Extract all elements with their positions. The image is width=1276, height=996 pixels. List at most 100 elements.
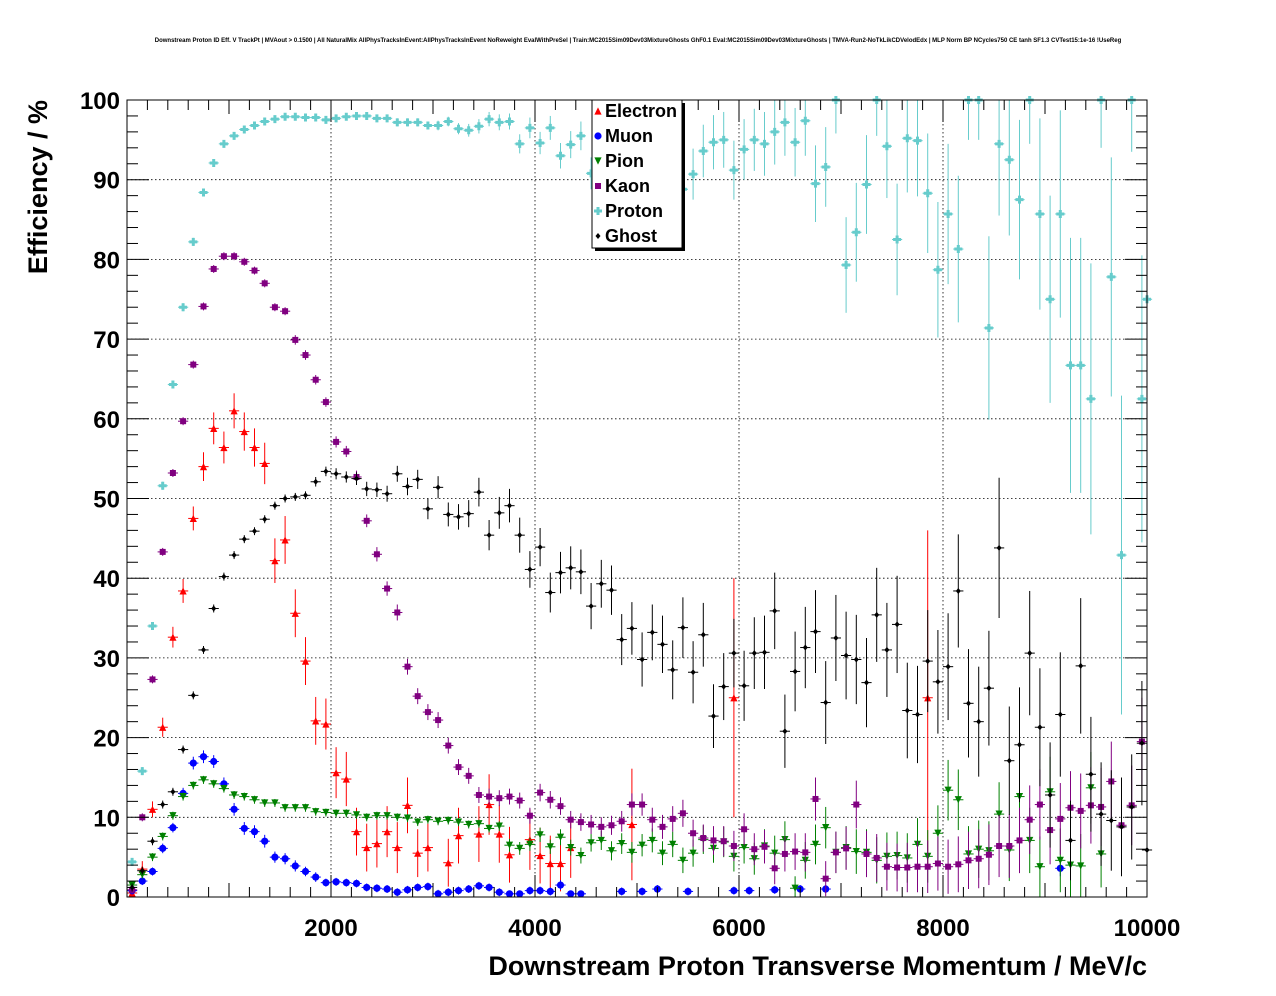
data-point (894, 864, 901, 871)
data-point (832, 849, 839, 856)
data-point (680, 624, 686, 631)
data-point (684, 887, 692, 896)
data-point (423, 121, 432, 130)
data-point (772, 607, 778, 614)
data-point (862, 180, 871, 189)
data-point (495, 830, 503, 838)
data-point (1056, 856, 1064, 864)
data-point (282, 495, 288, 502)
data-point (189, 759, 197, 767)
data-point (730, 842, 737, 849)
data-point (874, 611, 880, 618)
data-point (709, 138, 718, 147)
data-point (823, 699, 829, 706)
data-point (1006, 757, 1012, 764)
data-point (556, 151, 565, 160)
data-point (190, 361, 197, 368)
data-point (811, 179, 820, 188)
data-point (343, 448, 350, 455)
data-point (546, 123, 555, 132)
legend-marker-muon (594, 132, 602, 140)
data-point (129, 884, 135, 891)
data-point (558, 569, 563, 576)
data-point (312, 873, 320, 881)
data-point (342, 775, 350, 783)
data-point (802, 644, 808, 651)
data-point (230, 805, 238, 813)
data-point (894, 621, 900, 628)
data-point (792, 668, 798, 675)
data-point (515, 139, 524, 148)
data-point (321, 115, 330, 124)
data-point (476, 489, 482, 496)
data-point (210, 424, 218, 432)
y-axis-label: Efficiency / % (23, 100, 53, 274)
data-point (618, 840, 626, 848)
data-point (689, 170, 698, 179)
data-point (445, 511, 451, 518)
data-point (628, 820, 636, 829)
data-point (587, 839, 595, 847)
data-point (566, 140, 575, 149)
data-point (740, 843, 748, 852)
data-point (282, 308, 289, 315)
data-point (966, 700, 971, 707)
data-point (853, 656, 859, 663)
data-point (638, 887, 646, 896)
data-point (1088, 771, 1094, 778)
data-point (568, 564, 574, 571)
data-point (1035, 209, 1044, 218)
data-point (863, 850, 870, 857)
data-point (648, 836, 656, 845)
data-point (1016, 837, 1023, 844)
data-point (434, 121, 443, 130)
data-point (301, 867, 310, 876)
y-tick-label: 100 (80, 88, 120, 115)
data-point (352, 879, 361, 888)
data-point (1078, 662, 1084, 669)
x-axis-label: Downstream Proton Transverse Momentum / … (488, 951, 1147, 981)
data-point (588, 603, 594, 610)
data-point (291, 609, 299, 617)
data-point (383, 828, 391, 836)
data-point (577, 851, 585, 860)
data-point (771, 865, 778, 872)
data-point (537, 544, 543, 551)
y-tick-label: 60 (93, 407, 120, 434)
data-point (853, 801, 860, 808)
data-point (221, 573, 227, 580)
data-point (456, 513, 461, 520)
data-point (944, 209, 953, 218)
data-point (658, 849, 667, 857)
data-point (363, 883, 371, 892)
data-point (455, 764, 462, 771)
data-point (536, 831, 544, 839)
data-point (608, 822, 615, 829)
data-point (159, 844, 167, 852)
data-point (976, 718, 982, 725)
data-point (404, 663, 411, 670)
data-point (578, 568, 584, 575)
data-point (393, 118, 402, 127)
data-point (169, 469, 176, 476)
data-point (843, 652, 849, 659)
data-point (954, 796, 962, 804)
data-point (526, 840, 534, 848)
data-point (745, 887, 753, 895)
data-point (230, 407, 238, 415)
data-point (230, 791, 238, 799)
data-point (291, 112, 300, 121)
data-point (465, 772, 472, 779)
data-point (180, 418, 187, 425)
data-point (833, 634, 839, 641)
data-point (884, 646, 890, 653)
data-point (352, 811, 361, 819)
legend-label-muon: Muon (605, 126, 653, 146)
data-point (1046, 295, 1055, 304)
data-point (730, 694, 738, 702)
y-tick-label: 20 (93, 726, 120, 753)
y-tick-label: 40 (93, 566, 120, 593)
data-point (1077, 807, 1084, 814)
data-point (150, 838, 155, 845)
data-point (403, 118, 412, 127)
